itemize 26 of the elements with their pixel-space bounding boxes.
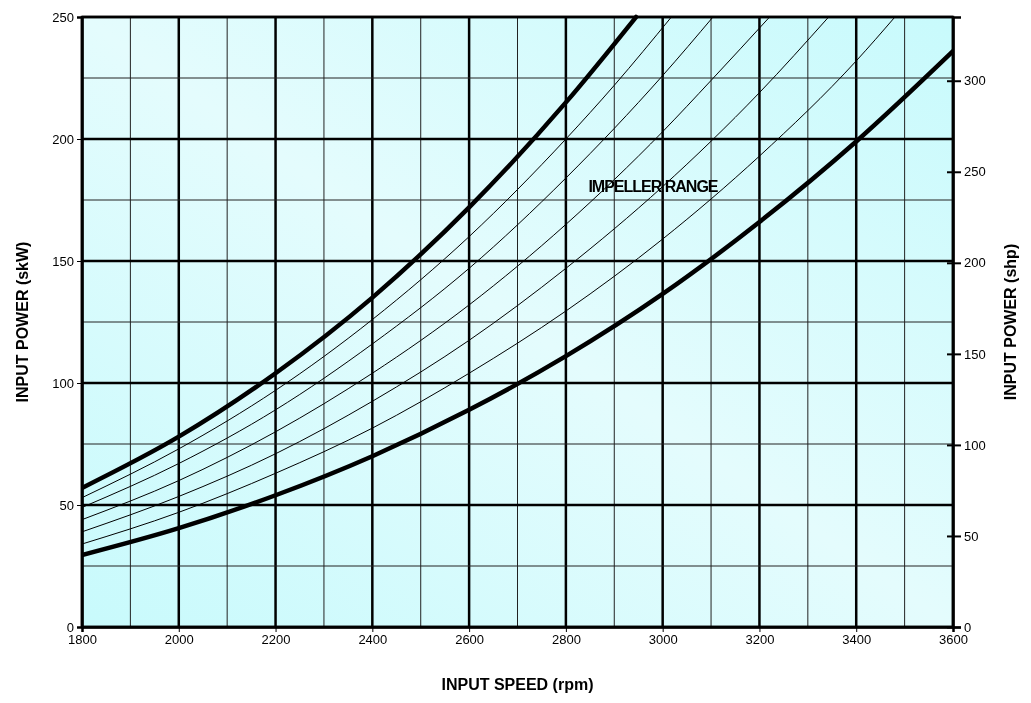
y2-tick-label: 50: [964, 528, 979, 544]
x-tick-label: 3600: [939, 632, 968, 648]
y2-tick-label: 200: [964, 255, 986, 271]
x-tick-label: 2200: [261, 632, 291, 648]
y-tick-label: 250: [52, 9, 74, 25]
x-tick-label: 1800: [68, 632, 97, 648]
y2-tick-label: 100: [964, 437, 986, 453]
y2-tick-label: 300: [964, 73, 986, 89]
y-tick-label: 100: [52, 375, 74, 391]
x-tick-label: 2800: [551, 632, 581, 648]
x-tick-label: 3000: [648, 632, 678, 648]
y-tick-label: 200: [52, 131, 74, 147]
x-tick-label: 3200: [745, 632, 775, 648]
y-tick-label: 0: [66, 619, 74, 635]
x-tick-label: 2000: [164, 632, 194, 648]
y2-tick-label: 150: [964, 346, 986, 362]
y2-axis-title: INPUT POWER (shp): [1002, 243, 1019, 401]
y2-tick-label: 0: [964, 619, 972, 635]
y-tick-label: 50: [59, 497, 74, 513]
x-axis-title: INPUT SPEED (rpm): [441, 676, 594, 693]
y-tick-label: 150: [52, 253, 74, 269]
x-tick-label: 2400: [358, 632, 388, 648]
y-axis-title: INPUT POWER (skW): [14, 241, 31, 403]
x-tick-label: 3400: [842, 632, 872, 648]
x-tick-label: 2600: [455, 632, 485, 648]
y2-tick-label: 250: [964, 164, 986, 180]
